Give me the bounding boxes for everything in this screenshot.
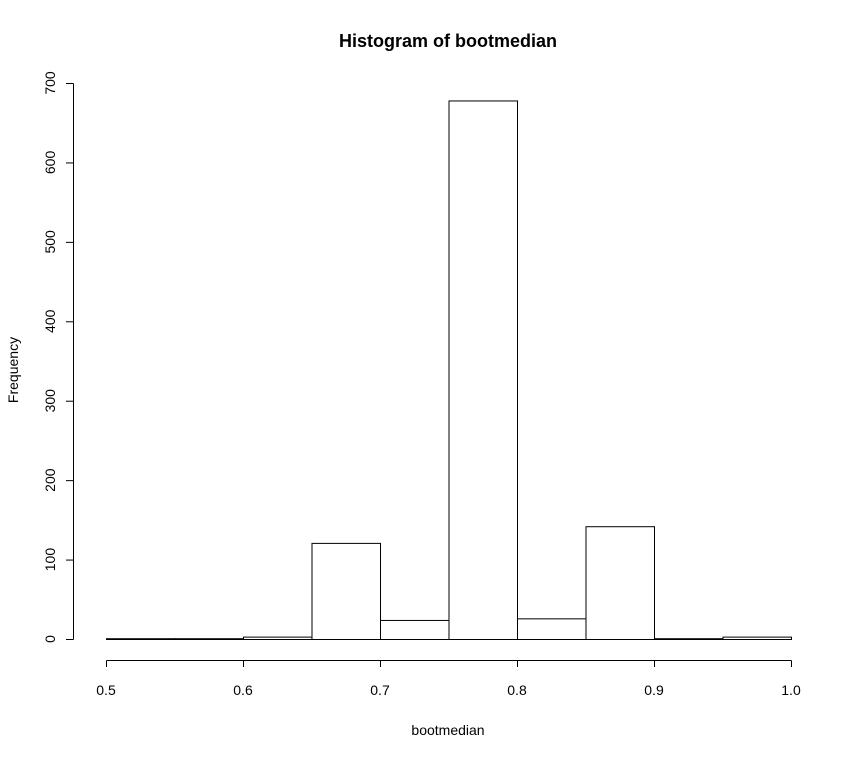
y-tick-label: 300 [42, 389, 58, 413]
histogram-bar [448, 100, 518, 640]
y-tick-label: 700 [42, 71, 58, 95]
y-tick-label: 200 [42, 468, 58, 492]
y-tick-label: 0 [42, 635, 58, 643]
chart-title: Histogram of bootmedian [339, 31, 557, 51]
histogram-bar [311, 542, 381, 640]
histogram-bar [654, 638, 724, 640]
histogram-bar [380, 619, 450, 640]
x-tick-label: 0.5 [96, 682, 116, 698]
y-axis-label: Frequency [5, 337, 21, 403]
x-axis-label: bootmedian [411, 722, 484, 738]
y-tick-label: 500 [42, 230, 58, 254]
x-axis: 0.5 0.6 0.7 0.8 0.9 1.0 [96, 660, 801, 698]
y-axis: 0 100 200 300 400 500 600 700 [42, 71, 74, 643]
histogram-bar [174, 638, 244, 640]
x-tick-label: 0.6 [233, 682, 253, 698]
x-tick-label: 0.7 [370, 682, 390, 698]
histogram-bar [722, 636, 792, 640]
histogram-bar [106, 638, 176, 640]
histogram-bar [517, 618, 587, 640]
x-tick-label: 1.0 [781, 682, 801, 698]
x-tick-label: 0.8 [507, 682, 527, 698]
y-tick-label: 100 [42, 548, 58, 572]
histogram-bar [585, 526, 655, 640]
x-tick-label: 0.9 [644, 682, 664, 698]
histogram-bar [243, 636, 313, 640]
bars-group [106, 100, 792, 640]
y-tick-label: 600 [42, 151, 58, 175]
y-tick-label: 400 [42, 309, 58, 333]
